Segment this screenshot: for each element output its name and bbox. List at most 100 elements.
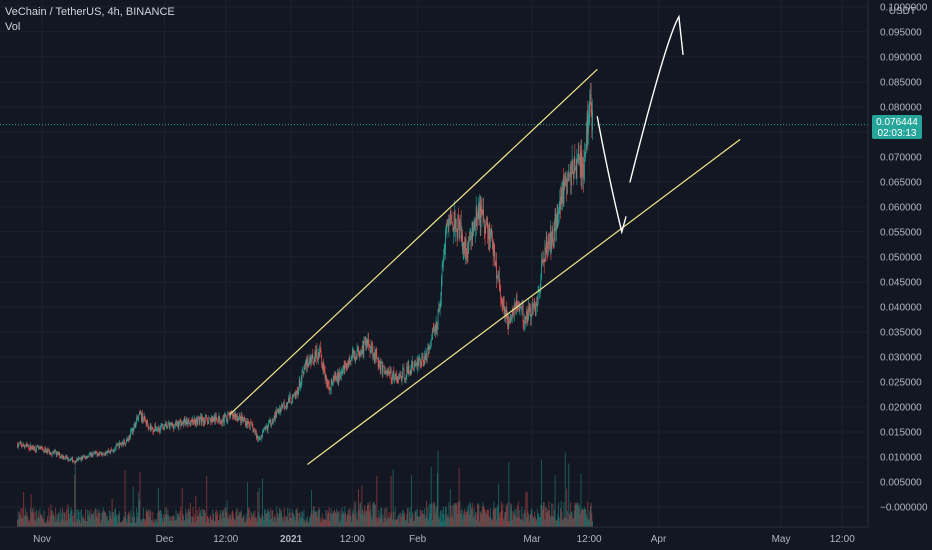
candle-body bbox=[79, 458, 80, 459]
price-axis[interactable]: 0.10000000.0950000.0900000.0850000.08000… bbox=[867, 0, 928, 527]
candle-body bbox=[421, 357, 423, 367]
candle-body bbox=[83, 456, 84, 458]
volume-bar bbox=[250, 520, 252, 527]
candle-body bbox=[544, 247, 546, 262]
volume-bar bbox=[487, 509, 489, 527]
candle-body bbox=[42, 448, 44, 451]
candle-body bbox=[407, 365, 409, 374]
volume-bar bbox=[342, 510, 344, 527]
x-tick-label: Apr bbox=[651, 534, 667, 545]
candle-body bbox=[303, 367, 305, 374]
volume-bar bbox=[72, 521, 74, 527]
candle-body bbox=[211, 417, 212, 423]
volume-bar bbox=[570, 511, 572, 527]
volume-bar bbox=[52, 515, 54, 527]
candle-body bbox=[465, 239, 467, 249]
volume-bar bbox=[400, 512, 402, 527]
candle-body bbox=[347, 362, 348, 364]
candle-body bbox=[75, 461, 77, 463]
volume-bar bbox=[242, 518, 244, 527]
candle-body bbox=[588, 113, 589, 135]
y-tick-label: 0.095000 bbox=[880, 27, 922, 38]
volume-bar bbox=[280, 512, 282, 527]
volume-bar bbox=[393, 520, 395, 527]
volume-bar bbox=[548, 501, 550, 527]
candle-body bbox=[526, 311, 527, 320]
candle-body bbox=[78, 458, 80, 459]
volume-bar bbox=[62, 511, 64, 527]
candle-body bbox=[458, 219, 460, 230]
candle-body bbox=[28, 444, 29, 447]
volume-bar bbox=[347, 510, 349, 527]
volume-bar bbox=[468, 514, 470, 527]
volume-bar bbox=[200, 510, 202, 527]
volume-bar bbox=[581, 509, 583, 527]
volume-bar bbox=[464, 508, 466, 527]
candle-body bbox=[70, 458, 71, 460]
volume-bar bbox=[116, 515, 118, 527]
volume-bar bbox=[210, 519, 212, 527]
volume-bar bbox=[75, 522, 77, 527]
volume-bar bbox=[487, 509, 489, 527]
volume-bar bbox=[568, 513, 570, 527]
candle-body bbox=[556, 214, 558, 227]
candle-body bbox=[298, 388, 299, 394]
candle-body bbox=[195, 422, 197, 424]
symbol-title[interactable]: VeChain / TetherUS, 4h, BINANCE bbox=[5, 6, 175, 18]
candle-body bbox=[401, 375, 403, 382]
volume-bar bbox=[44, 522, 46, 527]
candle-body bbox=[371, 346, 372, 348]
candle-body bbox=[311, 355, 313, 358]
candle-body bbox=[147, 420, 148, 425]
volume-bar bbox=[544, 519, 546, 527]
volume-bar bbox=[411, 475, 413, 527]
candle-body bbox=[549, 242, 551, 245]
candle-body bbox=[537, 291, 539, 303]
candle-body bbox=[226, 416, 227, 422]
projection-arrow[interactable] bbox=[629, 14, 684, 183]
candle-body bbox=[504, 309, 506, 314]
candle-body bbox=[403, 369, 405, 379]
volume-bar bbox=[23, 492, 25, 527]
volume-bar bbox=[372, 503, 374, 527]
volume-bar bbox=[404, 520, 406, 527]
volume-bar bbox=[207, 516, 209, 527]
volume-bar bbox=[394, 507, 396, 527]
volume-bar bbox=[61, 507, 63, 527]
trend-line[interactable] bbox=[229, 68, 598, 415]
volume-bar bbox=[167, 510, 169, 527]
candle-body bbox=[268, 422, 269, 426]
candle-body bbox=[236, 416, 237, 418]
x-tick-label: Feb bbox=[409, 534, 427, 545]
time-axis[interactable]: Nov Dec 12:00 2021 12:00 Feb Mar 12:00 Apr May 12:… bbox=[0, 526, 868, 545]
volume-bar bbox=[128, 515, 130, 527]
trend-line[interactable] bbox=[307, 138, 741, 465]
volume-bar bbox=[168, 517, 170, 527]
volume-bar bbox=[479, 512, 481, 527]
candle-body bbox=[557, 213, 559, 227]
volume-bar bbox=[586, 518, 588, 527]
volume-bar bbox=[127, 514, 129, 527]
candle-body bbox=[126, 439, 128, 441]
volume-bar bbox=[327, 511, 329, 527]
volume-bar bbox=[430, 467, 432, 527]
candle-body bbox=[202, 417, 203, 421]
projection-arrow[interactable] bbox=[596, 116, 627, 235]
candle-body bbox=[32, 445, 33, 449]
candle-body bbox=[60, 455, 61, 457]
volume-indicator-label[interactable]: Vol bbox=[5, 21, 21, 33]
candle-body bbox=[524, 322, 525, 324]
candle-body bbox=[172, 423, 174, 426]
volume-bar bbox=[100, 522, 102, 527]
candle-body bbox=[351, 350, 353, 358]
candle-body bbox=[52, 452, 54, 454]
candle-body bbox=[455, 228, 457, 230]
candle-body bbox=[413, 366, 415, 370]
candle-body bbox=[352, 350, 354, 355]
candle-body bbox=[66, 456, 68, 458]
candle-body bbox=[422, 356, 423, 358]
candle-body bbox=[125, 443, 127, 445]
volume-bar bbox=[83, 518, 85, 527]
candle-body bbox=[88, 454, 90, 457]
